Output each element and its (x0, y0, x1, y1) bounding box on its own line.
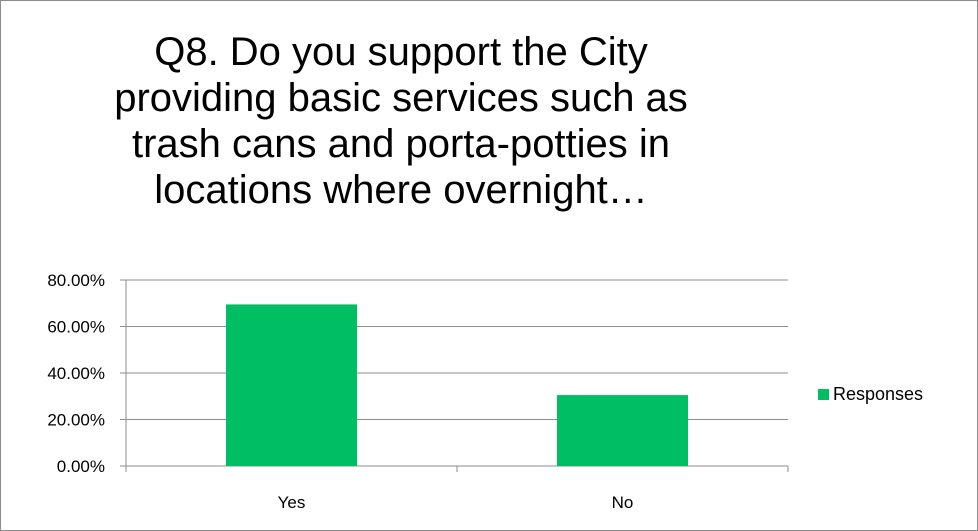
x-category-label-no: No (612, 493, 634, 512)
y-tick-label: 0.00% (57, 457, 105, 476)
bar-yes (226, 304, 357, 466)
legend: Responses (818, 382, 923, 406)
tick-labels: 0.00% 20.00% 40.00% 60.00% 80.00% Yes No (47, 271, 633, 512)
y-tick-label: 60.00% (47, 318, 105, 337)
x-category-label-yes: Yes (278, 493, 306, 512)
gridlines (126, 279, 788, 420)
y-tick-label: 80.00% (47, 271, 105, 290)
y-tick-label: 20.00% (47, 411, 105, 430)
legend-swatch (818, 388, 829, 400)
y-tick-label: 40.00% (47, 364, 105, 383)
bars (226, 304, 688, 466)
bar-no (557, 395, 688, 466)
legend-label-responses: Responses (833, 383, 924, 404)
chart-title: Q8. Do you support the City providing ba… (114, 30, 688, 212)
